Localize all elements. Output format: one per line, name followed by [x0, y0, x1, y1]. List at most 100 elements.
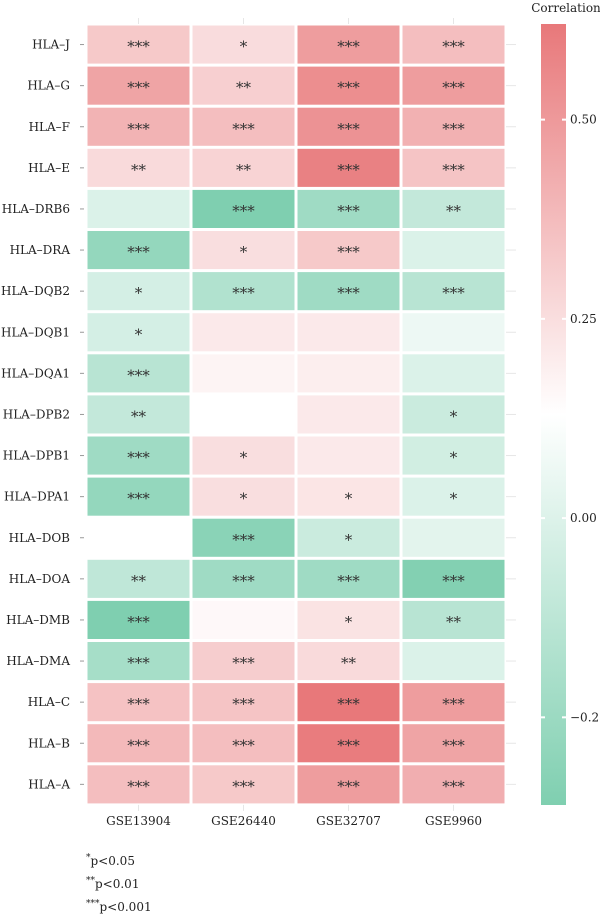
column-label: GSE9960 — [425, 814, 482, 828]
significance-mark: *** — [127, 120, 150, 138]
heatmap-cell — [402, 477, 505, 516]
row-label: HLA–E — [28, 161, 70, 175]
heatmap-cell — [192, 395, 295, 434]
significance-mark: *** — [337, 572, 360, 590]
significance-mark: *** — [442, 38, 465, 56]
row-label: HLA–DRB6 — [2, 202, 70, 216]
row-label: HLA–DRA — [10, 243, 71, 257]
significance-mark: ** — [236, 161, 252, 179]
heatmap-cell — [297, 642, 400, 681]
note-two-star-mark: ** — [86, 876, 95, 886]
significance-mark: * — [135, 325, 143, 343]
heatmap-cells — [87, 25, 505, 804]
significance-mark: *** — [127, 490, 150, 508]
row-label: HLA–DPB1 — [3, 449, 70, 463]
legend-tick-label: 0.50 — [570, 113, 597, 127]
heatmap-cell — [402, 148, 505, 187]
row-label: HLA–DQA1 — [1, 366, 70, 380]
note-two-star-text: p<0.01 — [95, 877, 140, 891]
heatmap-cell — [402, 600, 505, 639]
row-label: HLA–DOB — [9, 531, 71, 545]
heatmap-cell — [87, 189, 190, 228]
heatmap-cell — [402, 724, 505, 763]
significance-mark: *** — [337, 79, 360, 97]
heatmap-cell — [297, 600, 400, 639]
heatmap-cell — [192, 477, 295, 516]
significance-mark: ** — [236, 79, 252, 97]
heatmap-cell — [402, 189, 505, 228]
significance-mark: *** — [442, 120, 465, 138]
row-label: HLA–B — [28, 736, 70, 750]
heatmap-cell — [297, 559, 400, 598]
heatmap-cell — [402, 107, 505, 146]
heatmap-cell — [192, 642, 295, 681]
heatmap-cell — [192, 148, 295, 187]
significance-mark: *** — [232, 202, 255, 220]
note-three-star-mark: *** — [86, 899, 100, 909]
heatmap-cell — [192, 724, 295, 763]
heatmap-cell — [297, 107, 400, 146]
heatmap-cell — [192, 272, 295, 311]
significance-mark: * — [345, 531, 353, 549]
heatmap-cell — [297, 25, 400, 64]
significance-mark: ** — [131, 407, 147, 425]
heatmap-cell — [192, 600, 295, 639]
heatmap-cell — [87, 724, 190, 763]
heatmap-cell — [192, 354, 295, 393]
column-labels: GSE13904 GSE26440 GSE32707 GSE9960 — [106, 814, 482, 828]
heatmap-cell — [297, 66, 400, 105]
heatmap-cell — [192, 765, 295, 804]
heatmap-cell — [192, 518, 295, 557]
column-label: GSE26440 — [211, 814, 276, 828]
legend-title: Correlation — [531, 1, 600, 15]
significance-mark: *** — [232, 654, 255, 672]
heatmap-cell — [297, 724, 400, 763]
heatmap-cell — [87, 231, 190, 270]
significance-mark: * — [240, 449, 248, 467]
significance-mark: *** — [337, 243, 360, 261]
row-label: HLA–G — [27, 79, 70, 93]
note-one-star-mark: * — [86, 853, 91, 863]
significance-mark: *** — [127, 79, 150, 97]
heatmap-cell — [87, 66, 190, 105]
row-label: HLA–DQB1 — [1, 325, 70, 339]
significance-mark: *** — [442, 695, 465, 713]
significance-mark: * — [240, 490, 248, 508]
heatmap-cell — [297, 477, 400, 516]
heatmap-cell — [402, 395, 505, 434]
row-label: HLA–J — [32, 38, 70, 52]
row-label: HLA–C — [28, 695, 70, 709]
heatmap-cell — [87, 148, 190, 187]
significance-mark: * — [240, 38, 248, 56]
heatmap-cell — [192, 436, 295, 475]
heatmap-cell — [192, 313, 295, 352]
significance-mark: *** — [232, 736, 255, 754]
column-label: GSE13904 — [106, 814, 171, 828]
heatmap-cell — [402, 683, 505, 722]
note-two-star: **p<0.01 — [86, 876, 139, 891]
significance-mark: * — [450, 449, 458, 467]
heatmap-cell — [87, 642, 190, 681]
legend-tick-label: 0.00 — [570, 511, 597, 525]
significance-mark: *** — [127, 243, 150, 261]
significance-mark: * — [450, 490, 458, 508]
significance-mark: *** — [127, 695, 150, 713]
significance-mark: *** — [442, 284, 465, 302]
heatmap-cell — [87, 518, 190, 557]
heatmap-cell — [87, 107, 190, 146]
row-label: HLA–DPB2 — [3, 407, 70, 421]
heatmap-cell — [402, 436, 505, 475]
significance-mark: *** — [232, 284, 255, 302]
legend-tick-label: −0.25 — [570, 710, 600, 724]
row-labels: HLA–J HLA–G HLA–F HLA–E HLA–DRB6 HLA–DRA HLA–D… — [1, 38, 84, 791]
significance-mark: *** — [127, 654, 150, 672]
heatmap-cell — [87, 477, 190, 516]
row-label: HLA–DQB2 — [1, 284, 70, 298]
significance-mark: *** — [337, 161, 360, 179]
significance-mark: *** — [127, 613, 150, 631]
heatmap-cell — [192, 25, 295, 64]
heatmap-cell — [402, 642, 505, 681]
significance-mark: *** — [127, 366, 150, 384]
significance-mark: * — [345, 490, 353, 508]
note-one-star: *p<0.05 — [86, 853, 135, 868]
